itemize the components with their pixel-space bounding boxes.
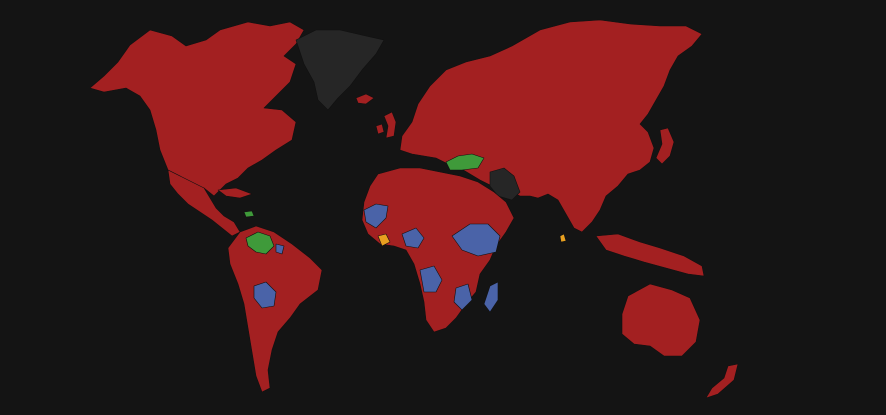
region-bolivia[interactable] [253,281,277,309]
region-south-america[interactable] [227,225,323,393]
region-madagascar[interactable] [483,281,499,313]
region-north-america[interactable] [89,21,305,197]
region-caribbean-island[interactable] [243,210,255,218]
region-mozambique-blue[interactable] [453,283,473,311]
region-guyana[interactable] [275,243,285,255]
region-ireland[interactable] [375,123,385,135]
region-ivory-coast[interactable] [377,233,391,247]
region-horn-of-africa-blue[interactable] [451,223,501,257]
region-cuba[interactable] [217,187,253,199]
region-iceland[interactable] [355,93,375,105]
region-angola-blue[interactable] [419,265,443,293]
region-australia[interactable] [621,283,701,357]
region-japan[interactable] [655,127,675,165]
region-west-africa-blue[interactable] [363,203,389,229]
region-africa[interactable] [361,167,515,333]
region-sri-lanka[interactable] [559,233,567,243]
region-uk[interactable] [383,111,397,139]
region-greenland[interactable] [295,29,385,111]
region-venezuela[interactable] [245,231,275,255]
region-southeast-asia-islands[interactable] [595,233,705,277]
region-turkey[interactable] [445,153,485,171]
region-central-africa-blue[interactable] [401,227,425,249]
region-new-zealand[interactable] [705,363,739,399]
region-iran[interactable] [489,167,521,201]
